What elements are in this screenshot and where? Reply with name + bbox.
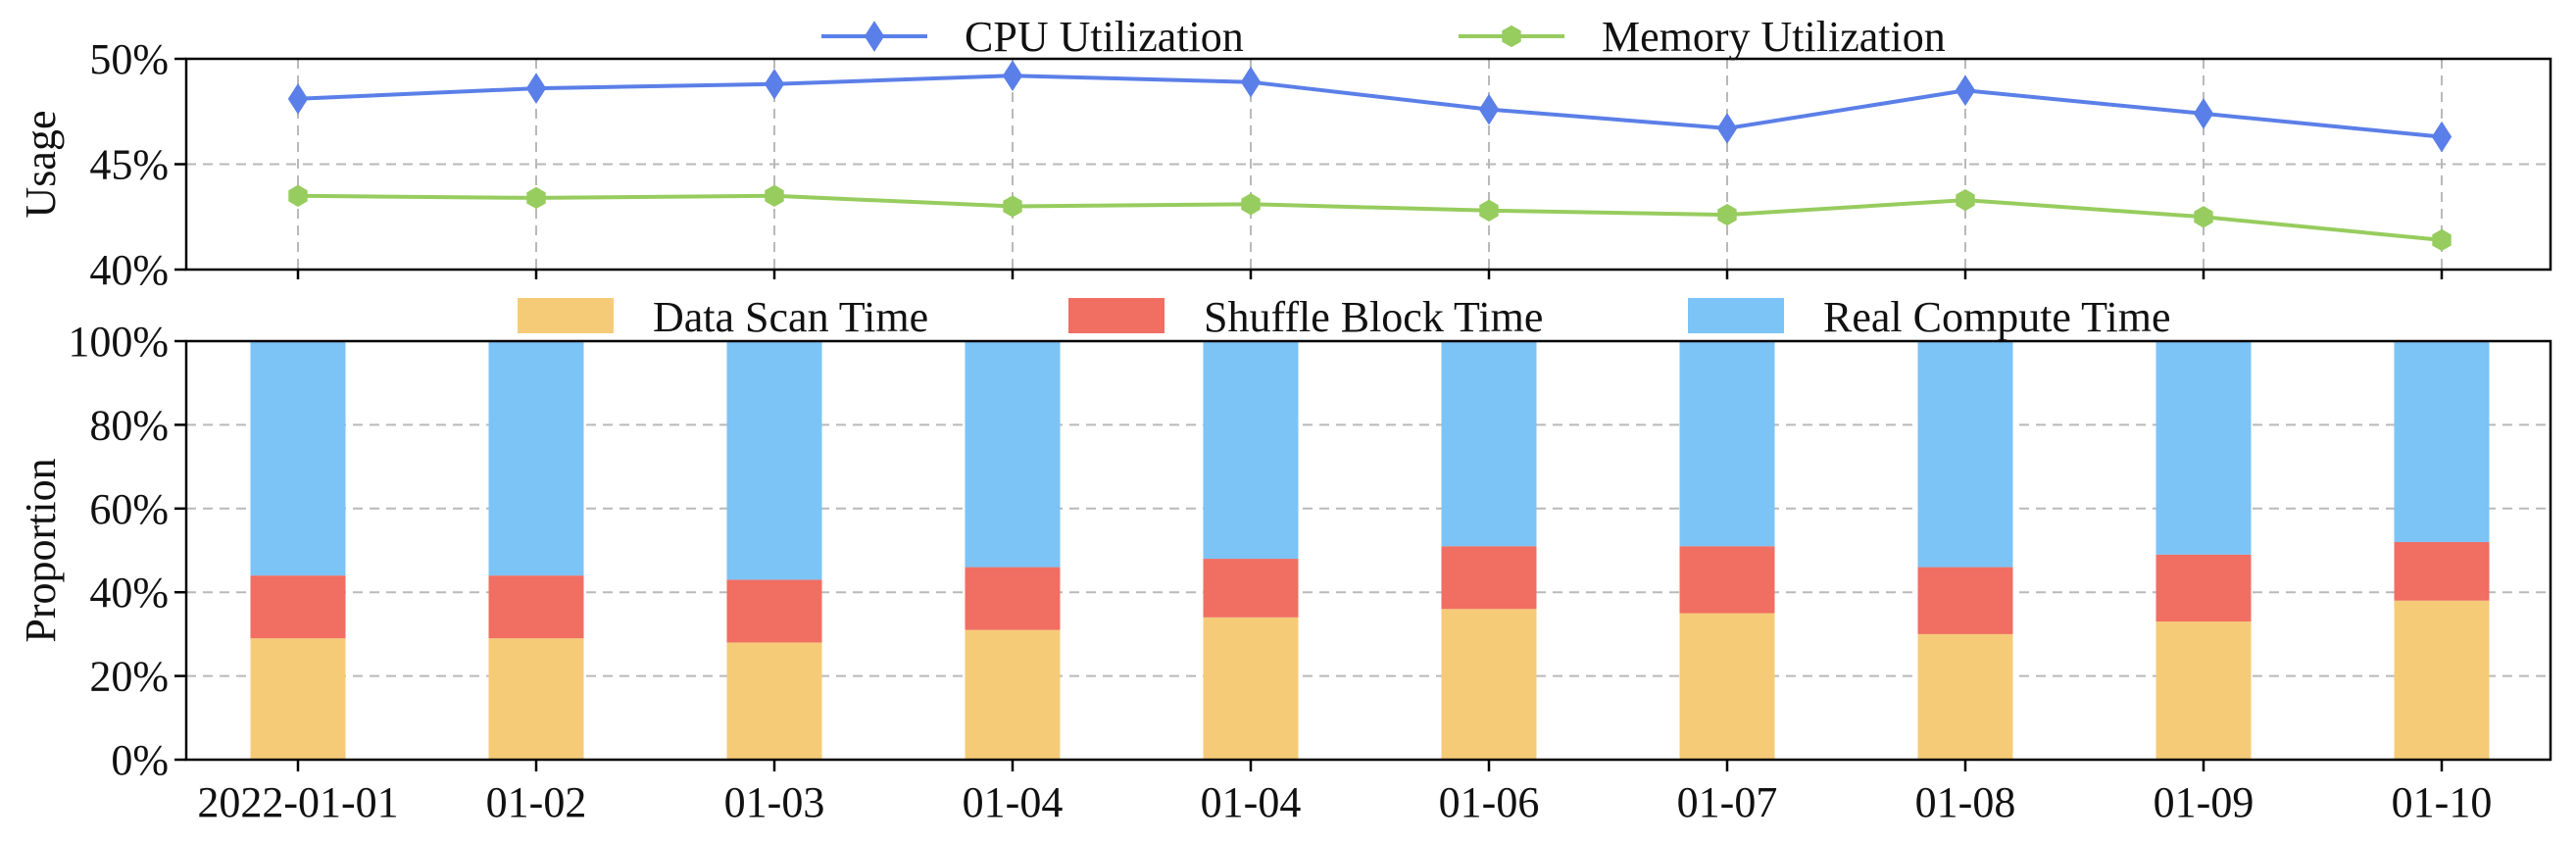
bar-segment [1203,341,1299,560]
bar-segment [965,567,1061,630]
data-point [1240,66,1262,98]
legend-marker [1502,25,1521,48]
legend-label: Memory Utilization [1602,13,1946,61]
series-line-0 [297,74,2443,139]
legend-label: Shuffle Block Time [1204,293,1543,341]
bar-segment [1679,341,1775,547]
bar-segment [965,341,1061,568]
y-tick-label: 60% [89,485,169,533]
bar-segment [2155,554,2252,622]
y-tick-label: 20% [89,653,169,701]
legend-swatch [1688,298,1784,333]
bar-segment [1917,633,2013,760]
y-tick-label: 40% [89,569,169,617]
data-point [1241,193,1261,216]
bar-segment [1917,567,2013,634]
x-tick-label: 01-10 [2392,778,2493,826]
bar-segment [1441,609,1537,760]
data-point [1479,199,1499,222]
data-point [764,68,785,100]
data-point [2432,228,2452,252]
data-point [1717,203,1737,226]
data-point [1002,60,1023,92]
bar-segment [726,579,822,643]
bar-segment [1441,341,1537,547]
x-tick-label: 01-07 [1677,778,1778,826]
data-point [525,73,547,104]
y-tick-label: 100% [68,318,169,366]
legend-label: CPU Utilization [965,13,1244,61]
bar-segment [1203,559,1299,618]
bar-segment [488,341,584,576]
y-tick-label: 50% [89,35,169,83]
bar-segment [488,575,584,639]
y-axis-label: Proportion [17,458,65,642]
bar-segment [250,341,346,576]
y-tick-label: 45% [89,141,169,189]
legend-label: Real Compute Time [1823,293,2170,341]
bar-segment [2394,341,2490,542]
x-tick-label: 01-03 [724,778,825,826]
bar-segment [726,341,822,580]
data-point [1955,74,1976,107]
bar-segment [726,642,822,760]
data-point [2194,206,2213,228]
x-tick-label: 01-02 [486,778,587,826]
bar-segment [965,629,1061,760]
bar-segment [1679,613,1775,760]
legend-swatch [518,298,614,333]
bar-segment [2155,341,2252,555]
bar-segment [250,575,346,639]
x-tick-label: 01-08 [1915,778,2016,826]
data-point [1716,113,1738,144]
data-point [526,186,546,210]
x-tick-label: 2022-01-01 [197,778,398,826]
x-tick-label: 01-06 [1439,778,1540,826]
legend-marker [864,21,885,52]
legend-label: Data Scan Time [653,293,928,341]
data-point [2431,121,2452,153]
y-axis-label: Usage [17,111,65,219]
data-point [765,184,784,207]
data-point [1478,93,1500,125]
series-line-1 [297,193,2443,242]
plot-frame [184,339,2552,762]
line-panel: 40% 45% 50% Usage CPU Utilization Memory Util… [17,13,2552,294]
bar-segment [1917,341,2013,568]
bar-segment [2394,600,2490,760]
bar-panel: 0% 20% 40% 60% 80% 100% 2022-01-01 01-02 01-03 01… [17,293,2552,826]
bar-segment [250,638,346,760]
bar-segment [2155,621,2252,760]
y-tick-label: 80% [89,401,169,449]
x-tick-label: 01-04 [963,778,1064,826]
y-tick-label: 0% [111,736,169,784]
legend-swatch [1068,298,1164,333]
bar-segment [488,638,584,760]
bar-segment [1441,546,1537,610]
bar-segment [1679,546,1775,614]
data-point [288,184,308,207]
x-tick-label: 01-04 [1201,778,1302,826]
bar-segment [2394,541,2490,601]
data-point [287,83,309,115]
bar-segment [1203,617,1299,760]
data-point [1956,188,1975,212]
data-point [2193,98,2214,129]
x-tick-label: 01-09 [2154,778,2254,826]
y-tick-label: 40% [89,246,169,294]
data-point [1003,195,1022,218]
